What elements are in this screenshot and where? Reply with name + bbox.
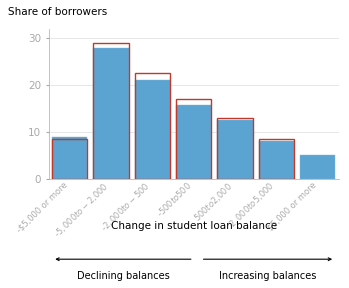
Bar <box>176 99 211 179</box>
Bar <box>300 155 335 179</box>
Bar <box>259 141 294 179</box>
Bar <box>135 73 170 179</box>
Bar <box>217 120 253 179</box>
Text: Share of borrowers: Share of borrowers <box>8 7 107 17</box>
Bar <box>93 48 128 179</box>
Bar <box>217 118 253 179</box>
Bar <box>176 105 211 179</box>
Text: Declining balances: Declining balances <box>77 271 169 281</box>
Text: Increasing balances: Increasing balances <box>219 271 317 281</box>
Bar <box>135 80 170 179</box>
Bar <box>93 43 128 179</box>
Text: Change in student loan balance: Change in student loan balance <box>111 221 277 231</box>
Bar <box>52 139 87 179</box>
Bar <box>259 139 294 179</box>
Bar <box>52 137 87 179</box>
